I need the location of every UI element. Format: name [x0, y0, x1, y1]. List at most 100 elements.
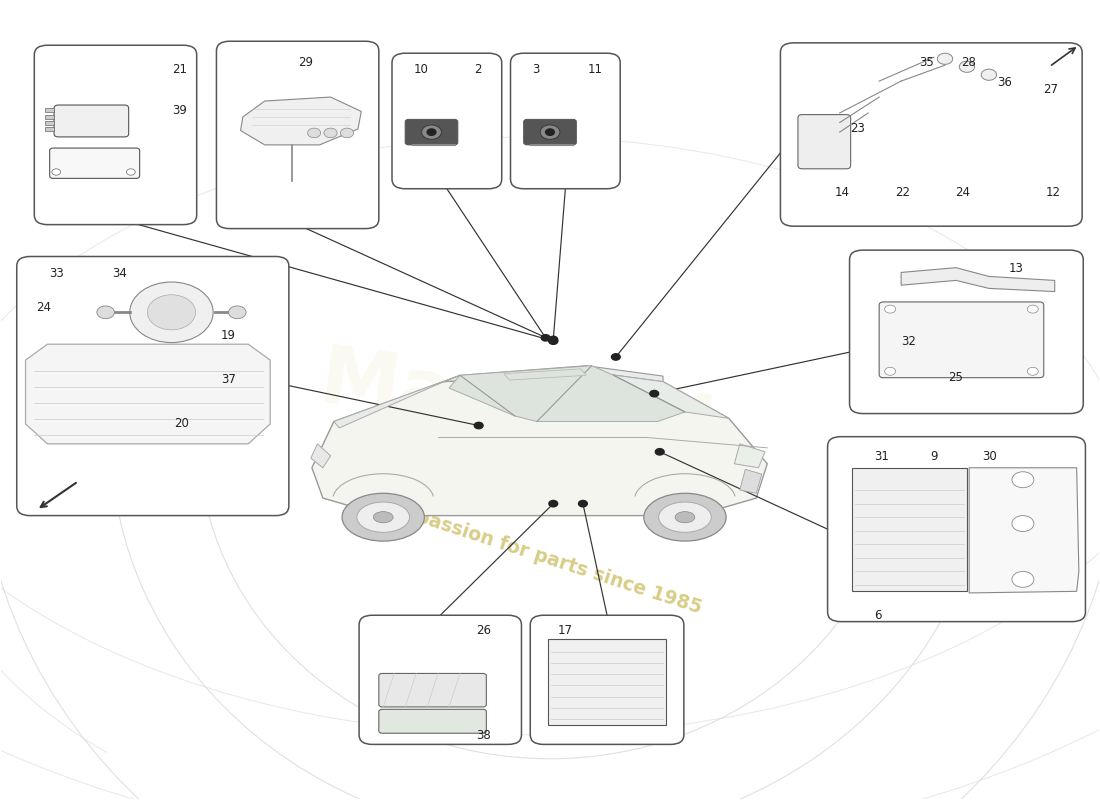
Circle shape — [474, 422, 483, 429]
Polygon shape — [241, 97, 361, 145]
Circle shape — [549, 336, 558, 342]
Polygon shape — [735, 444, 766, 468]
FancyBboxPatch shape — [378, 710, 486, 734]
Text: 13: 13 — [1009, 262, 1023, 274]
Circle shape — [937, 54, 953, 64]
Text: 29: 29 — [298, 56, 312, 70]
Text: 39: 39 — [173, 105, 187, 118]
Circle shape — [546, 129, 554, 135]
Circle shape — [324, 128, 337, 138]
Text: 11: 11 — [587, 62, 603, 76]
FancyBboxPatch shape — [359, 615, 521, 744]
Text: 24: 24 — [956, 186, 970, 199]
FancyBboxPatch shape — [34, 46, 197, 225]
Polygon shape — [443, 366, 663, 382]
Circle shape — [884, 367, 895, 375]
Circle shape — [126, 169, 135, 175]
Text: 23: 23 — [850, 122, 865, 134]
Ellipse shape — [356, 502, 409, 532]
Text: Maserati: Maserati — [315, 342, 719, 474]
Text: 24: 24 — [36, 301, 51, 314]
Polygon shape — [592, 372, 729, 418]
Circle shape — [549, 338, 558, 344]
Polygon shape — [311, 444, 331, 468]
Circle shape — [981, 69, 997, 80]
Circle shape — [541, 334, 550, 341]
Circle shape — [656, 449, 664, 455]
Text: 33: 33 — [50, 267, 64, 280]
Text: 20: 20 — [175, 417, 189, 430]
Polygon shape — [969, 468, 1079, 593]
Polygon shape — [312, 372, 767, 515]
Text: 26: 26 — [476, 624, 491, 638]
Text: 9: 9 — [931, 450, 938, 462]
Circle shape — [650, 390, 659, 397]
Text: 37: 37 — [221, 373, 235, 386]
Circle shape — [540, 125, 560, 139]
Polygon shape — [449, 366, 685, 422]
Text: 35: 35 — [920, 56, 934, 69]
Text: 6: 6 — [874, 609, 881, 622]
FancyBboxPatch shape — [827, 437, 1086, 622]
Ellipse shape — [675, 512, 695, 522]
Polygon shape — [901, 268, 1055, 291]
Text: 19: 19 — [221, 329, 235, 342]
Text: 22: 22 — [895, 186, 910, 199]
FancyBboxPatch shape — [16, 257, 289, 515]
Text: 25: 25 — [948, 371, 962, 384]
Text: 14: 14 — [835, 186, 849, 199]
FancyBboxPatch shape — [524, 119, 576, 145]
FancyBboxPatch shape — [851, 468, 967, 591]
FancyBboxPatch shape — [45, 108, 54, 112]
Polygon shape — [333, 375, 460, 428]
Text: 32: 32 — [901, 335, 916, 348]
FancyBboxPatch shape — [45, 121, 54, 125]
FancyBboxPatch shape — [392, 54, 502, 189]
Polygon shape — [740, 470, 762, 494]
Text: 27: 27 — [1043, 83, 1058, 96]
Polygon shape — [25, 344, 271, 444]
FancyBboxPatch shape — [54, 105, 129, 137]
Text: 3: 3 — [532, 62, 540, 76]
Circle shape — [1027, 305, 1038, 313]
Text: 38: 38 — [476, 729, 491, 742]
Circle shape — [884, 305, 895, 313]
Text: 2: 2 — [474, 62, 482, 76]
Circle shape — [147, 294, 196, 330]
Circle shape — [421, 125, 441, 139]
Circle shape — [97, 306, 114, 318]
Text: 34: 34 — [112, 267, 126, 280]
Text: 12: 12 — [1046, 186, 1060, 199]
Circle shape — [308, 128, 321, 138]
FancyBboxPatch shape — [45, 114, 54, 118]
Circle shape — [1012, 571, 1034, 587]
Circle shape — [549, 501, 558, 507]
FancyBboxPatch shape — [780, 43, 1082, 226]
Text: 17: 17 — [558, 624, 573, 638]
Ellipse shape — [644, 494, 726, 541]
FancyBboxPatch shape — [798, 114, 850, 169]
Text: 10: 10 — [414, 62, 429, 76]
FancyBboxPatch shape — [530, 615, 684, 744]
Ellipse shape — [342, 494, 425, 541]
Circle shape — [130, 282, 213, 342]
Text: 28: 28 — [961, 56, 977, 69]
FancyBboxPatch shape — [45, 127, 54, 131]
FancyBboxPatch shape — [879, 302, 1044, 378]
Polygon shape — [504, 369, 586, 380]
Text: 36: 36 — [998, 76, 1012, 89]
FancyBboxPatch shape — [50, 148, 140, 178]
Circle shape — [1012, 515, 1034, 531]
Text: 21: 21 — [173, 63, 187, 76]
Circle shape — [612, 354, 620, 360]
FancyBboxPatch shape — [405, 119, 458, 145]
Circle shape — [229, 306, 246, 318]
Circle shape — [340, 128, 353, 138]
Circle shape — [1027, 367, 1038, 375]
FancyBboxPatch shape — [378, 674, 486, 707]
Circle shape — [549, 338, 558, 344]
Text: 31: 31 — [874, 450, 889, 462]
FancyBboxPatch shape — [217, 42, 378, 229]
Circle shape — [52, 169, 60, 175]
Text: 30: 30 — [982, 450, 997, 462]
